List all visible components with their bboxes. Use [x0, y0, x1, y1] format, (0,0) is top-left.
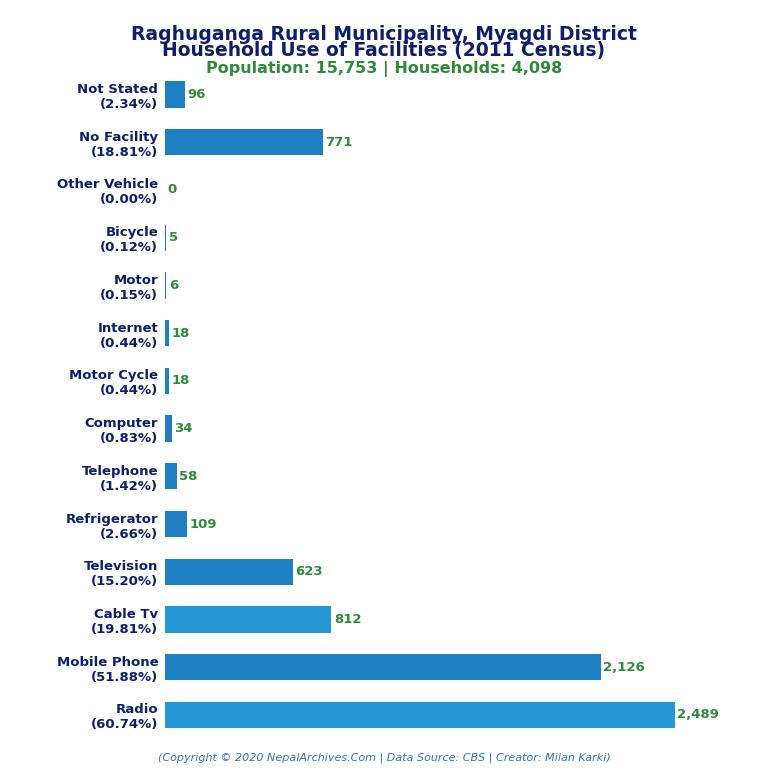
Text: Population: 15,753 | Households: 4,098: Population: 15,753 | Households: 4,098 [206, 61, 562, 78]
Bar [165, 368, 169, 394]
Text: 623: 623 [295, 565, 323, 578]
Bar [165, 81, 185, 108]
Bar [165, 654, 601, 680]
Bar [165, 511, 187, 537]
Bar [165, 558, 293, 585]
Text: 96: 96 [187, 88, 206, 101]
Text: (Copyright © 2020 NepalArchives.Com | Data Source: CBS | Creator: Milan Karki): (Copyright © 2020 NepalArchives.Com | Da… [157, 752, 611, 763]
Text: 34: 34 [174, 422, 193, 435]
Text: 2,489: 2,489 [677, 708, 719, 721]
Text: Raghuganga Rural Municipality, Myagdi District: Raghuganga Rural Municipality, Myagdi Di… [131, 25, 637, 45]
Text: 0: 0 [167, 184, 177, 197]
Bar [165, 320, 169, 346]
Bar [165, 129, 323, 155]
Text: 5: 5 [169, 231, 177, 244]
Text: Household Use of Facilities (2011 Census): Household Use of Facilities (2011 Census… [163, 41, 605, 60]
Text: 18: 18 [171, 374, 190, 387]
Text: 812: 812 [334, 613, 362, 626]
Bar [165, 463, 177, 489]
Bar [165, 273, 167, 299]
Text: 109: 109 [190, 518, 217, 531]
Text: 6: 6 [169, 279, 178, 292]
Text: 18: 18 [171, 326, 190, 339]
Text: 58: 58 [180, 470, 198, 483]
Bar [165, 415, 172, 442]
Text: 2,126: 2,126 [603, 660, 644, 674]
Bar [165, 607, 332, 633]
Text: 771: 771 [326, 136, 353, 149]
Bar [165, 702, 675, 728]
Bar [165, 224, 166, 251]
